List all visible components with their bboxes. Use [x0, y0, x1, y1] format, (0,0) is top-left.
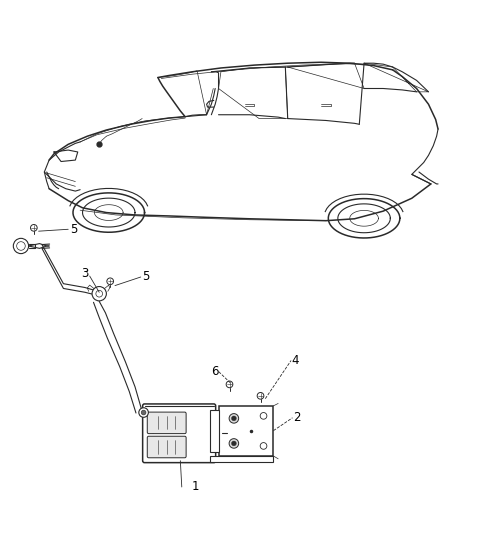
Circle shape	[229, 439, 239, 448]
Circle shape	[226, 381, 233, 388]
Circle shape	[13, 238, 29, 254]
Circle shape	[17, 242, 25, 250]
Text: 2: 2	[293, 411, 301, 424]
Circle shape	[31, 224, 37, 231]
Text: 5: 5	[71, 223, 78, 236]
Bar	[214, 425, 222, 442]
Circle shape	[257, 392, 264, 399]
Bar	[218, 406, 274, 456]
Circle shape	[141, 410, 146, 415]
Bar	[210, 456, 274, 461]
Text: 1: 1	[192, 480, 199, 494]
Circle shape	[92, 286, 107, 301]
FancyBboxPatch shape	[143, 404, 216, 463]
Text: 5: 5	[142, 270, 150, 283]
Text: 4: 4	[291, 354, 299, 367]
Bar	[210, 410, 218, 452]
Circle shape	[96, 290, 103, 297]
Circle shape	[107, 278, 114, 285]
FancyBboxPatch shape	[147, 436, 186, 458]
Text: 6: 6	[211, 365, 219, 378]
Circle shape	[139, 408, 148, 417]
Circle shape	[229, 414, 239, 423]
Text: 3: 3	[82, 266, 89, 280]
Circle shape	[231, 441, 236, 446]
FancyBboxPatch shape	[147, 412, 186, 434]
Circle shape	[231, 416, 236, 421]
